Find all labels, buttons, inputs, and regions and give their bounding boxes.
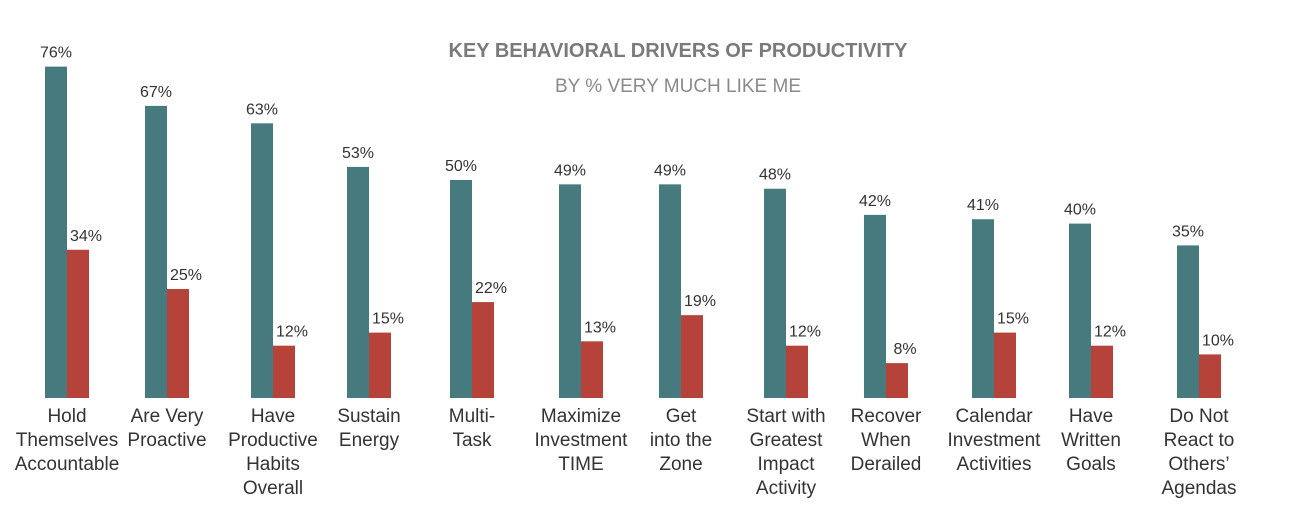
category-label: Maximize — [541, 406, 621, 427]
category-label: Get — [666, 406, 697, 427]
category-label: Habits — [246, 454, 300, 475]
bar-red — [273, 345, 295, 398]
data-label: 15% — [997, 311, 1029, 328]
data-label: 49% — [654, 162, 686, 179]
bar-red — [369, 332, 391, 398]
bar-red — [1199, 354, 1221, 398]
category-label: Task — [452, 430, 492, 451]
data-label: 19% — [684, 293, 716, 310]
bar-teal — [1177, 245, 1199, 398]
data-label: 22% — [475, 280, 507, 297]
data-label: 34% — [70, 228, 102, 245]
category-label: Energy — [339, 430, 400, 451]
data-label: 12% — [276, 324, 308, 341]
bar-red — [886, 363, 908, 398]
category-label: into the — [650, 430, 712, 451]
bar-red — [1091, 345, 1113, 398]
data-label: 67% — [140, 84, 172, 101]
category-label: When — [861, 430, 911, 451]
bar-teal — [972, 219, 994, 398]
category-label: Recover — [851, 406, 922, 427]
bar-teal — [450, 180, 472, 398]
category-label: Have — [1069, 406, 1113, 427]
bar-teal — [251, 123, 273, 398]
data-label: 50% — [445, 158, 477, 175]
category-label: Activity — [756, 478, 817, 499]
bar-red — [994, 332, 1016, 398]
bar-teal — [659, 184, 681, 398]
data-label: 63% — [246, 101, 278, 118]
category-label: Written — [1061, 430, 1121, 451]
category-label: TIME — [558, 454, 603, 475]
category-label: Goals — [1066, 454, 1116, 475]
bar-teal — [45, 66, 67, 398]
data-label: 76% — [40, 45, 72, 62]
data-label: 10% — [1202, 332, 1234, 349]
category-label: React to — [1164, 430, 1235, 451]
bar-red — [681, 315, 703, 398]
category-label: Zone — [659, 454, 702, 475]
category-label: Do Not — [1169, 406, 1229, 427]
category-label: Sustain — [337, 406, 400, 427]
data-label: 41% — [967, 197, 999, 214]
category-label: Start with — [746, 406, 825, 427]
category-label: Proactive — [127, 430, 206, 451]
category-label: Have — [251, 406, 295, 427]
data-label: 40% — [1064, 202, 1096, 219]
bar-teal — [864, 214, 886, 398]
bar-teal — [559, 184, 581, 398]
category-label: Activities — [957, 454, 1032, 475]
bar-red — [581, 341, 603, 398]
chart-title: KEY BEHAVIORAL DRIVERS OF PRODUCTIVITY — [449, 40, 909, 62]
category-label: Agendas — [1161, 478, 1236, 499]
data-label: 13% — [584, 319, 616, 336]
data-label: 49% — [554, 162, 586, 179]
chart-subtitle: BY % VERY MUCH LIKE ME — [555, 76, 801, 97]
data-label: 15% — [372, 311, 404, 328]
category-label: Investment — [948, 430, 1042, 451]
category-label: Calendar — [955, 406, 1033, 427]
bar-red — [67, 249, 89, 398]
category-label: Themselves — [16, 430, 118, 451]
data-label: 12% — [789, 324, 821, 341]
bar-red — [472, 302, 494, 398]
category-label: Hold — [47, 406, 86, 427]
data-label: 35% — [1172, 223, 1204, 240]
category-label: Impact — [757, 454, 815, 475]
data-label: 53% — [342, 145, 374, 162]
category-label: Are Very — [131, 406, 204, 427]
bar-teal — [347, 166, 369, 398]
data-label: 42% — [859, 193, 891, 210]
category-label: Derailed — [851, 454, 922, 475]
category-label: Overall — [243, 478, 303, 499]
bar-teal — [1069, 223, 1091, 398]
data-label: 25% — [170, 267, 202, 284]
data-label: 12% — [1094, 324, 1126, 341]
bar-red — [786, 345, 808, 398]
category-label: Others’ — [1168, 454, 1229, 475]
data-label: 48% — [759, 167, 791, 184]
category-label: Investment — [535, 430, 629, 451]
category-label: Productive — [228, 430, 318, 451]
bar-teal — [764, 188, 786, 398]
bar-red — [167, 289, 189, 398]
category-label: Multi- — [449, 406, 495, 427]
bar-teal — [145, 105, 167, 398]
category-label: Greatest — [750, 430, 824, 451]
category-label: Accountable — [15, 454, 120, 475]
data-label: 8% — [893, 341, 916, 358]
